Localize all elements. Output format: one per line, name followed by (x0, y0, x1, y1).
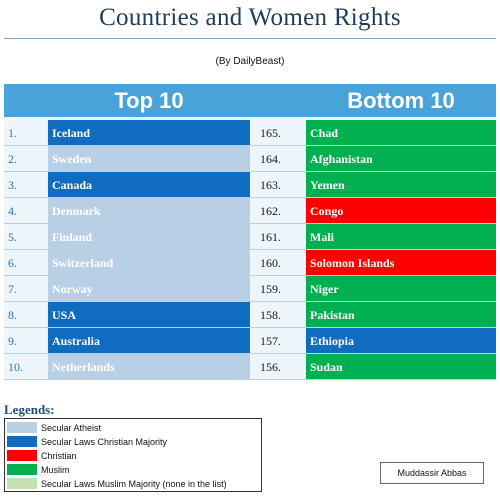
top-10-header: Top 10 (114, 88, 184, 113)
top-country-cell: Australia (48, 328, 250, 353)
legend-label: Secular Laws Muslim Majority (none in th… (41, 479, 227, 489)
legends-title: Legends: (4, 402, 55, 417)
bottom-country-name: Ethiopia (310, 334, 355, 348)
page-title: Countries and Women Rights (99, 4, 401, 31)
bottom-country-cell: Niger (306, 276, 496, 301)
top-country-cell: Norway (48, 276, 250, 301)
top-rank: 5. (8, 230, 17, 244)
top-country-name: Sweden (52, 152, 92, 166)
top-country-name: Canada (52, 178, 93, 192)
bottom-rank: 162. (260, 204, 281, 218)
top-rank: 7. (8, 282, 17, 296)
top-country-name: Switzerland (52, 256, 114, 270)
top-rank: 10. (8, 360, 23, 374)
legend-label: Secular Laws Christian Majority (41, 437, 168, 447)
top-country-cell: Switzerland (48, 250, 250, 275)
bottom-country-name: Niger (310, 282, 339, 296)
table-row: 4. Denmark 162. Congo (4, 198, 496, 224)
bottom-rank: 165. (260, 126, 281, 140)
bottom-country-cell: Sudan (306, 354, 496, 379)
bottom-rank: 156. (260, 360, 281, 374)
table-row: 5. Finland 161. Mali (4, 224, 496, 250)
top-country-cell: Netherlands (48, 354, 250, 379)
table-row: 2. Sweden 164. Afghanistan (4, 146, 496, 172)
legend-item: Secular Laws Muslim Majority (none in th… (7, 477, 261, 491)
bottom-country-name: Yemen (310, 178, 345, 192)
bottom-rank: 157. (260, 334, 281, 348)
legend-swatch (7, 478, 37, 489)
top-rank: 2. (8, 152, 17, 166)
top-rank: 6. (8, 256, 17, 270)
top-country-name: Norway (52, 282, 93, 296)
author-credit: Muddassir Abbas (380, 462, 484, 484)
table-row: 9. Australia 157. Ethiopia (4, 328, 496, 354)
legend-box: Secular Atheist Secular Laws Christian Ma… (4, 418, 262, 492)
bottom-country-cell: Congo (306, 198, 496, 223)
bottom-country-cell: Chad (306, 120, 496, 145)
top-country-cell: Sweden (48, 146, 250, 171)
top-country-name: USA (52, 308, 77, 322)
top-country-name: Denmark (52, 204, 101, 218)
table-row: 3. Canada 163. Yemen (4, 172, 496, 198)
bottom-country-name: Congo (310, 204, 344, 218)
top-country-name: Finland (52, 230, 93, 244)
top-rank: 4. (8, 204, 17, 218)
top-rank: 8. (8, 308, 17, 322)
bottom-rank: 160. (260, 256, 281, 270)
top-rank: 3. (8, 178, 17, 192)
bottom-country-cell: Pakistan (306, 302, 496, 327)
bottom-country-name: Solomon Islands (310, 256, 395, 270)
legend-item: Muslim (7, 463, 261, 477)
legend-swatch (7, 450, 37, 461)
table-row: 10. Netherlands 156. Sudan (4, 354, 496, 380)
bottom-country-name: Sudan (310, 360, 343, 374)
bottom-country-cell: Solomon Islands (306, 250, 496, 275)
bottom-country-cell: Afghanistan (306, 146, 496, 171)
top-country-cell: Denmark (48, 198, 250, 223)
table-row: 1. Iceland 165. Chad (4, 120, 496, 146)
bottom-rank: 158. (260, 308, 281, 322)
table-row: 7. Norway 159. Niger (4, 276, 496, 302)
bottom-rank: 163. (260, 178, 281, 192)
ranking-table: Top 10 Bottom 10 1. Iceland 165. Chad 2. Swed… (4, 84, 496, 380)
table-header: Top 10 Bottom 10 (4, 84, 496, 117)
legend-label: Secular Atheist (41, 423, 102, 433)
top-country-name: Netherlands (52, 360, 115, 374)
top-country-name: Australia (52, 334, 100, 348)
bottom-country-name: Pakistan (310, 308, 355, 322)
top-country-cell: Iceland (48, 120, 250, 145)
top-country-cell: Canada (48, 172, 250, 197)
legend-label: Christian (41, 451, 77, 461)
legend-item: Secular Laws Christian Majority (7, 435, 261, 449)
top-rank: 1. (8, 126, 17, 140)
legend-item: Christian (7, 449, 261, 463)
top-rank: 9. (8, 334, 17, 348)
legend-swatch (7, 422, 37, 433)
legend-item: Secular Atheist (7, 421, 261, 435)
legend-swatch (7, 464, 37, 475)
bottom-country-name: Afghanistan (310, 152, 373, 166)
legend-label: Muslim (41, 465, 70, 475)
bottom-country-cell: Ethiopia (306, 328, 496, 353)
bottom-rank: 161. (260, 230, 281, 244)
bottom-rank: 164. (260, 152, 281, 166)
subtitle: (By DailyBeast) (215, 56, 285, 67)
top-country-cell: USA (48, 302, 250, 327)
bottom-country-name: Chad (310, 126, 339, 140)
bottom-country-cell: Mali (306, 224, 496, 249)
top-country-cell: Finland (48, 224, 250, 249)
bottom-rank: 159. (260, 282, 281, 296)
legend-swatch (7, 436, 37, 447)
bottom-10-header: Bottom 10 (347, 88, 455, 113)
bottom-country-name: Mali (310, 230, 334, 244)
bottom-country-cell: Yemen (306, 172, 496, 197)
top-country-name: Iceland (52, 126, 91, 140)
title-divider (4, 38, 496, 39)
table-row: 6. Switzerland 160. Solomon Islands (4, 250, 496, 276)
table-row: 8. USA 158. Pakistan (4, 302, 496, 328)
